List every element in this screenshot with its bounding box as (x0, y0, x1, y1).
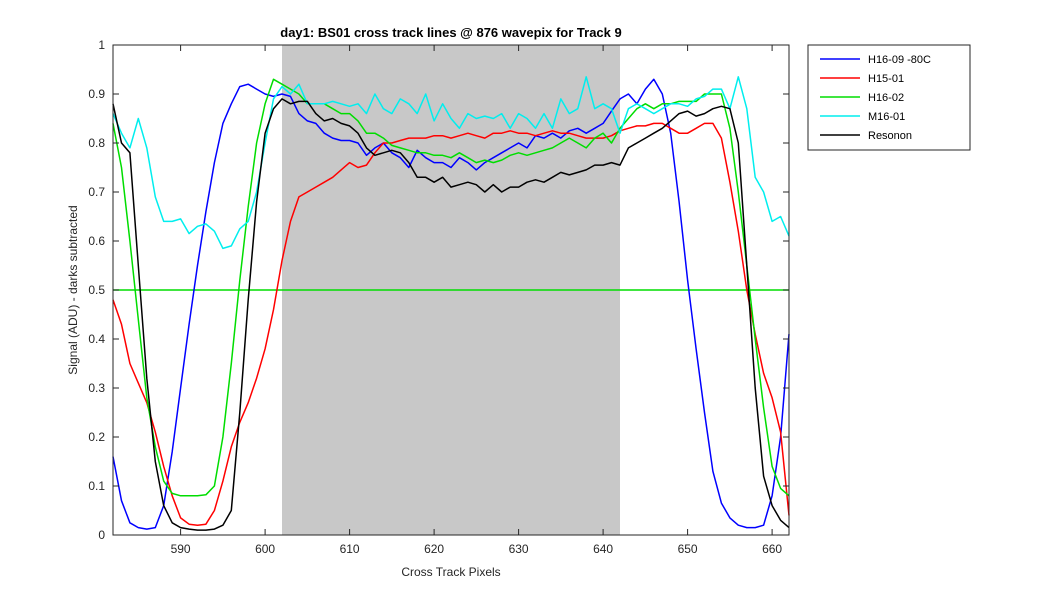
y-tick-label: 0.2 (88, 430, 105, 444)
legend-label-4: Resonon (868, 130, 912, 142)
series-layer (112, 76, 790, 531)
y-tick-label: 0.1 (88, 479, 105, 493)
x-axis-label: Cross Track Pixels (401, 565, 500, 579)
legend-label-3: M16-01 (868, 111, 905, 123)
legend-label-0: H16-09 -80C (868, 54, 931, 66)
plot-area: 590 600 610 620 630 640 650 660 0 0.1 0.2 0.3 0.4 0.… (88, 38, 790, 556)
x-axis: 590 600 610 620 630 640 650 660 (171, 45, 782, 556)
y-axis-label: Signal (ADU) - darks subtracted (66, 205, 80, 374)
series-line-2 (112, 78, 790, 497)
legend: H16-09 -80C H15-01 H16-02 M16-01 Resonon (807, 44, 971, 151)
x-tick-label: 600 (255, 542, 275, 556)
series-line-0 (112, 78, 790, 530)
series-line-4 (112, 98, 790, 531)
chart-title: day1: BS01 cross track lines @ 876 wavep… (280, 25, 621, 40)
x-tick-label: 640 (593, 542, 613, 556)
x-tick-label: 660 (762, 542, 782, 556)
x-tick-label: 620 (424, 542, 444, 556)
y-tick-label: 0 (98, 528, 105, 542)
x-tick-label: 650 (678, 542, 698, 556)
x-tick-label: 610 (340, 542, 360, 556)
y-tick-label: 1 (98, 38, 105, 52)
y-tick-label: 0.5 (88, 283, 105, 297)
y-tick-label: 0.9 (88, 87, 105, 101)
series-line-1 (112, 122, 790, 526)
series-line-3 (112, 76, 790, 250)
legend-label-1: H15-01 (868, 73, 904, 85)
y-tick-label: 0.6 (88, 234, 105, 248)
y-tick-label: 0.3 (88, 381, 105, 395)
x-tick-label: 630 (509, 542, 529, 556)
y-axis: 0 0.1 0.2 0.3 0.4 0.5 0.6 0.7 0.8 0.9 1 (88, 38, 789, 542)
y-tick-label: 0.4 (88, 332, 105, 346)
legend-label-2: H16-02 (868, 92, 904, 104)
x-tick-label: 590 (171, 542, 191, 556)
y-tick-label: 0.8 (88, 136, 105, 150)
y-tick-label: 0.7 (88, 185, 105, 199)
